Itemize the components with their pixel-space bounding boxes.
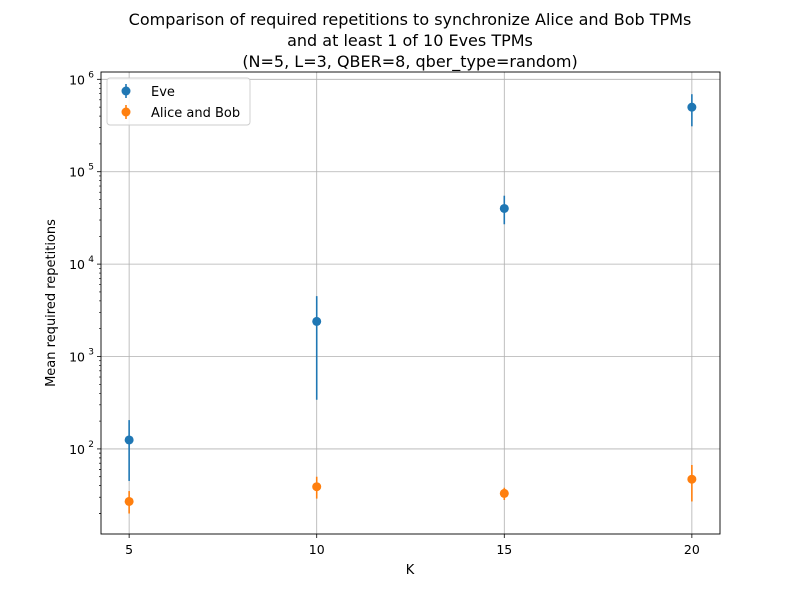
eve-point: [312, 316, 322, 326]
x-tick-label: 20: [684, 542, 700, 557]
y-tick-exponent: 5: [88, 163, 94, 173]
x-tick-label: 5: [125, 542, 133, 557]
alice-and-bob-point: [687, 474, 697, 484]
x-tick-label: 15: [496, 542, 512, 557]
y-tick-label: 10: [69, 350, 85, 365]
legend-label-alice-and-bob: Alice and Bob: [151, 106, 240, 121]
x-axis-label: K: [406, 563, 415, 578]
grid-lines: [101, 72, 720, 534]
plot-frame: [100, 71, 721, 535]
alice-and-bob-point: [312, 482, 322, 492]
y-tick-label: 10: [69, 442, 85, 457]
y-tick-label: 10: [69, 165, 85, 180]
chart-title-line-3: (N=5, L=3, QBER=8, qber_type=random): [242, 52, 577, 72]
chart-title-line-1: Comparison of required repetitions to sy…: [129, 10, 692, 29]
legend-marker-alice-and-bob: [121, 107, 131, 117]
y-axis-label: Mean required repetitions: [44, 219, 59, 387]
y-tick-exponent: 4: [88, 255, 94, 265]
y-tick-label: 10: [69, 257, 85, 272]
eve-point: [499, 203, 509, 213]
eve-point: [124, 435, 134, 445]
y-tick-exponent: 2: [88, 440, 94, 450]
y-tick-label: 10: [69, 72, 85, 87]
legend-label-eve: Eve: [151, 85, 175, 100]
y-tick-exponent: 3: [88, 348, 94, 358]
alice-and-bob-point: [499, 488, 509, 498]
alice-and-bob-point: [124, 496, 134, 506]
y-tick-exponent: 6: [88, 70, 94, 80]
legend-box: [106, 77, 251, 126]
data-marks: [124, 94, 697, 514]
eve-point: [687, 102, 697, 112]
chart-title-line-2: and at least 1 of 10 Eves TPMs: [287, 31, 533, 50]
legend-marker-eve: [121, 86, 131, 96]
x-tick-label: 10: [309, 542, 325, 557]
legend: Eve Alice and Bob: [106, 77, 251, 126]
